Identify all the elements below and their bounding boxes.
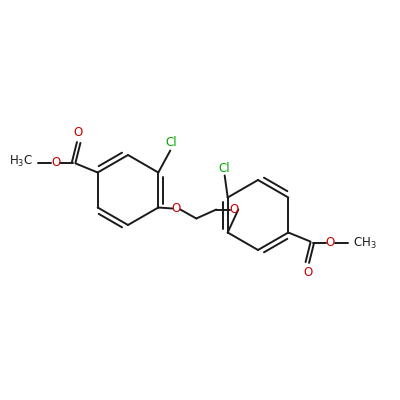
Text: Cl: Cl xyxy=(218,162,230,174)
Text: O: O xyxy=(304,266,313,278)
Text: Cl: Cl xyxy=(166,136,177,150)
Text: O: O xyxy=(230,203,239,216)
Text: O: O xyxy=(73,126,82,140)
Text: O: O xyxy=(172,202,181,215)
Text: O: O xyxy=(51,156,60,169)
Text: H$_3$C: H$_3$C xyxy=(8,154,33,169)
Text: O: O xyxy=(326,236,335,249)
Text: CH$_3$: CH$_3$ xyxy=(353,236,377,251)
